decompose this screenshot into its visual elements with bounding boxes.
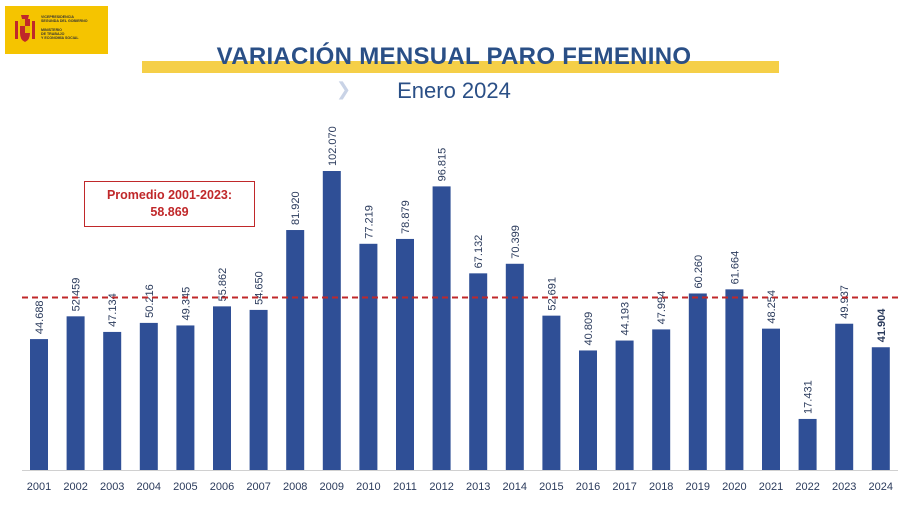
tick-label-2005: 2005 bbox=[173, 481, 197, 493]
data-label-2010: 77.219 bbox=[363, 205, 375, 239]
tick-label-2008: 2008 bbox=[283, 481, 307, 493]
logo-line: de Trabajo bbox=[41, 31, 65, 36]
tick-label-2018: 2018 bbox=[649, 481, 673, 493]
chart-title: VARIACIÓN MENSUAL PARO FEMENINO bbox=[216, 43, 692, 70]
tick-label-2023: 2023 bbox=[832, 481, 856, 493]
average-callout: Promedio 2001-2023: 58.869 bbox=[84, 181, 255, 227]
tick-label-2020: 2020 bbox=[722, 481, 746, 493]
bar-2011 bbox=[396, 238, 414, 470]
bar-2022 bbox=[798, 418, 817, 470]
tick-label-2024: 2024 bbox=[869, 481, 893, 493]
data-label-2009: 102.070 bbox=[327, 126, 339, 166]
data-label-2016: 40.809 bbox=[583, 312, 595, 346]
average-label: Promedio 2001-2023: bbox=[106, 188, 233, 202]
data-label-2008: 81.920 bbox=[290, 191, 302, 225]
tick-label-2019: 2019 bbox=[686, 481, 710, 493]
data-label-2012: 96.815 bbox=[437, 148, 449, 182]
data-label-2003: 47.134 bbox=[107, 293, 119, 327]
data-label-2001: 44.688 bbox=[34, 300, 46, 334]
bar-2013 bbox=[469, 273, 488, 470]
data-label-2017: 44.193 bbox=[620, 302, 632, 336]
bar-2009 bbox=[322, 171, 341, 470]
tick-label-2014: 2014 bbox=[503, 481, 527, 493]
bar-2020 bbox=[725, 289, 744, 470]
coat-of-arms-icon bbox=[15, 15, 35, 42]
tick-label-2022: 2022 bbox=[795, 481, 819, 493]
tick-label-2007: 2007 bbox=[246, 481, 270, 493]
tick-label-2006: 2006 bbox=[210, 481, 234, 493]
tick-label-2002: 2002 bbox=[63, 481, 87, 493]
logo-line: y Economía Social bbox=[41, 36, 79, 41]
bar-2023 bbox=[835, 323, 854, 470]
logo-text: Vicepresidencia Segunda del Gobierno Min… bbox=[41, 15, 105, 40]
bar-2006 bbox=[213, 306, 231, 470]
bar-2012 bbox=[432, 186, 451, 470]
bar-2019 bbox=[688, 293, 707, 470]
bar-2004 bbox=[139, 322, 158, 470]
tick-label-2013: 2013 bbox=[466, 481, 490, 493]
logo-line: Segunda del Gobierno bbox=[41, 19, 88, 24]
tick-label-2015: 2015 bbox=[539, 481, 563, 493]
bar-2008 bbox=[286, 230, 305, 470]
tick-label-2012: 2012 bbox=[429, 481, 453, 493]
data-label-2021: 48.254 bbox=[766, 290, 778, 324]
data-label-2013: 67.132 bbox=[473, 235, 485, 269]
chart-subtitle: Enero 2024 bbox=[397, 78, 511, 103]
tick-label-2009: 2009 bbox=[320, 481, 344, 493]
bar-2010 bbox=[359, 243, 378, 470]
data-label-2019: 60.260 bbox=[693, 255, 705, 289]
chevron-right-icon: ❯ bbox=[336, 79, 352, 99]
bar-2003 bbox=[103, 331, 122, 470]
data-label-2002: 52.459 bbox=[71, 278, 83, 312]
bar-2014 bbox=[505, 263, 524, 470]
data-label-2007: 54.650 bbox=[254, 271, 266, 305]
bar-2016 bbox=[579, 350, 597, 470]
data-label-2020: 61.664 bbox=[729, 251, 741, 285]
tick-label-2010: 2010 bbox=[356, 481, 380, 493]
government-logo: Vicepresidencia Segunda del Gobierno Min… bbox=[5, 6, 108, 54]
data-label-2023: 49.937 bbox=[839, 285, 851, 319]
bar-2007 bbox=[249, 309, 268, 470]
data-label-2005: 49.345 bbox=[180, 287, 192, 321]
data-label-2024: 41.904 bbox=[876, 308, 888, 343]
title-highlight-band bbox=[142, 61, 779, 73]
data-label-2004: 50.216 bbox=[144, 284, 156, 318]
logo-line: Ministerio bbox=[41, 27, 62, 32]
data-label-2011: 78.879 bbox=[400, 200, 412, 234]
bar-2015 bbox=[542, 315, 561, 470]
data-label-2022: 17.431 bbox=[803, 380, 815, 414]
bar-2002 bbox=[66, 316, 85, 470]
data-label-2014: 70.399 bbox=[510, 225, 522, 259]
tick-label-2017: 2017 bbox=[612, 481, 636, 493]
tick-label-2003: 2003 bbox=[100, 481, 124, 493]
data-label-2015: 52.691 bbox=[546, 277, 558, 311]
tick-label-2021: 2021 bbox=[759, 481, 783, 493]
bar-2017 bbox=[615, 340, 634, 470]
tick-label-2001: 2001 bbox=[27, 481, 51, 493]
logo-line: Vicepresidencia bbox=[41, 15, 74, 19]
data-label-2006: 55.862 bbox=[217, 268, 229, 302]
tick-label-2016: 2016 bbox=[576, 481, 600, 493]
bar-2001 bbox=[30, 339, 48, 470]
data-label-2018: 47.994 bbox=[656, 291, 668, 325]
tick-label-2011: 2011 bbox=[393, 481, 417, 493]
bar-2005 bbox=[176, 325, 195, 470]
tick-label-2004: 2004 bbox=[137, 481, 161, 493]
bar-2024 bbox=[871, 347, 890, 470]
bar-2021 bbox=[762, 328, 780, 470]
average-value: 58.869 bbox=[150, 205, 189, 219]
bar-2018 bbox=[652, 329, 671, 470]
